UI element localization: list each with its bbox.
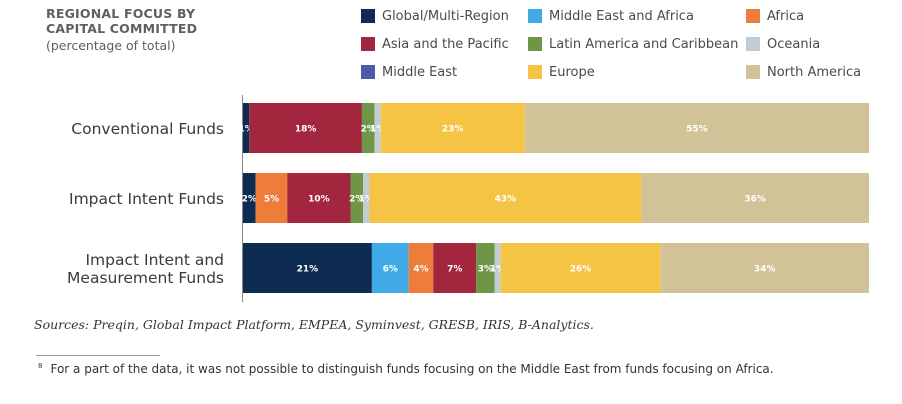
bar-segment bbox=[476, 243, 495, 293]
bar-segment bbox=[500, 243, 661, 293]
bar-segment bbox=[524, 103, 869, 153]
data-label: 1% bbox=[370, 125, 385, 135]
bar-segment bbox=[374, 103, 381, 153]
legend-item: Africa bbox=[746, 8, 804, 24]
footnote: 8 For a part of the data, it was not poss… bbox=[38, 362, 774, 376]
data-label: 34% bbox=[754, 265, 776, 275]
legend-swatch bbox=[746, 37, 760, 51]
legend-label: Middle East bbox=[382, 64, 458, 80]
bar-segment bbox=[641, 173, 869, 223]
bar-segment bbox=[243, 103, 250, 153]
data-label: 2% bbox=[349, 195, 364, 205]
data-label: 1% bbox=[490, 265, 505, 275]
data-label: 4% bbox=[413, 265, 428, 275]
bar-segment bbox=[361, 103, 375, 153]
data-label: 26% bbox=[570, 265, 592, 275]
data-label: 36% bbox=[744, 195, 766, 205]
legend-item: Latin America and Caribbean bbox=[528, 36, 738, 52]
footnote-text: For a part of the data, it was not possi… bbox=[50, 362, 774, 376]
category-label: Measurement Funds bbox=[67, 269, 224, 287]
bar-segment bbox=[433, 243, 477, 293]
data-label: 1% bbox=[238, 125, 253, 135]
bar-segment bbox=[249, 103, 362, 153]
bar-segment bbox=[380, 103, 525, 153]
legend-swatch bbox=[746, 9, 760, 23]
data-label: 10% bbox=[308, 195, 330, 205]
data-label: 18% bbox=[295, 125, 317, 135]
data-label: 3% bbox=[478, 265, 493, 275]
sources-note: Sources: Preqin, Global Impact Platform,… bbox=[34, 317, 594, 332]
bar-segment bbox=[408, 243, 434, 293]
legend-label: Middle East and Africa bbox=[549, 8, 694, 24]
data-label: 2% bbox=[242, 195, 257, 205]
footnote-divider bbox=[36, 355, 160, 356]
data-label: 1% bbox=[359, 195, 374, 205]
legend-swatch bbox=[361, 37, 375, 51]
legend-item: North America bbox=[746, 64, 861, 80]
footnote-marker: 8 bbox=[38, 362, 43, 370]
data-label: 2% bbox=[361, 125, 376, 135]
data-label: 43% bbox=[495, 195, 517, 205]
legend-swatch bbox=[528, 37, 542, 51]
data-label: 23% bbox=[442, 125, 464, 135]
bar-segment bbox=[660, 243, 869, 293]
data-label: 21% bbox=[297, 265, 319, 275]
legend-item: Global/Multi-Region bbox=[361, 8, 509, 24]
legend-swatch bbox=[361, 65, 375, 79]
legend-item: Asia and the Pacific bbox=[361, 36, 509, 52]
bar-segment bbox=[255, 173, 288, 223]
legend-item: Europe bbox=[528, 64, 595, 80]
bar-segment bbox=[287, 173, 351, 223]
legend-label: Europe bbox=[549, 64, 595, 80]
legend-swatch bbox=[361, 9, 375, 23]
data-label: 5% bbox=[264, 195, 279, 205]
category-label: Impact Intent and bbox=[85, 251, 224, 269]
bar-segment bbox=[243, 243, 372, 293]
category-label: Impact Intent Funds bbox=[69, 190, 224, 208]
chart-title: REGIONAL FOCUS BY CAPITAL COMMITTED bbox=[46, 6, 198, 36]
bar-segment bbox=[363, 173, 370, 223]
legend-label: North America bbox=[767, 64, 862, 80]
legend-label: Asia and the Pacific bbox=[382, 36, 509, 52]
legend-swatch bbox=[528, 9, 542, 23]
bar-segment bbox=[494, 243, 501, 293]
bar-segment bbox=[243, 173, 256, 223]
category-label: Conventional Funds bbox=[71, 120, 224, 138]
legend-label: Africa bbox=[767, 8, 805, 24]
legend-label: Latin America and Caribbean bbox=[549, 36, 739, 52]
bar-segment bbox=[350, 173, 364, 223]
data-label: 7% bbox=[447, 265, 462, 275]
legend-item: Middle East bbox=[361, 64, 457, 80]
bar-segment bbox=[369, 173, 642, 223]
legend-item: Oceania bbox=[746, 36, 820, 52]
legend-swatch bbox=[528, 65, 542, 79]
data-label: 6% bbox=[383, 265, 398, 275]
legend-item: Middle East and Africa bbox=[528, 8, 694, 24]
bar-segment bbox=[371, 243, 409, 293]
data-label: 55% bbox=[686, 125, 708, 135]
chart-subtitle: (percentage of total) bbox=[46, 38, 176, 53]
legend-label: Oceania bbox=[767, 36, 821, 52]
legend-swatch bbox=[746, 65, 760, 79]
legend-label: Global/Multi-Region bbox=[382, 8, 509, 24]
